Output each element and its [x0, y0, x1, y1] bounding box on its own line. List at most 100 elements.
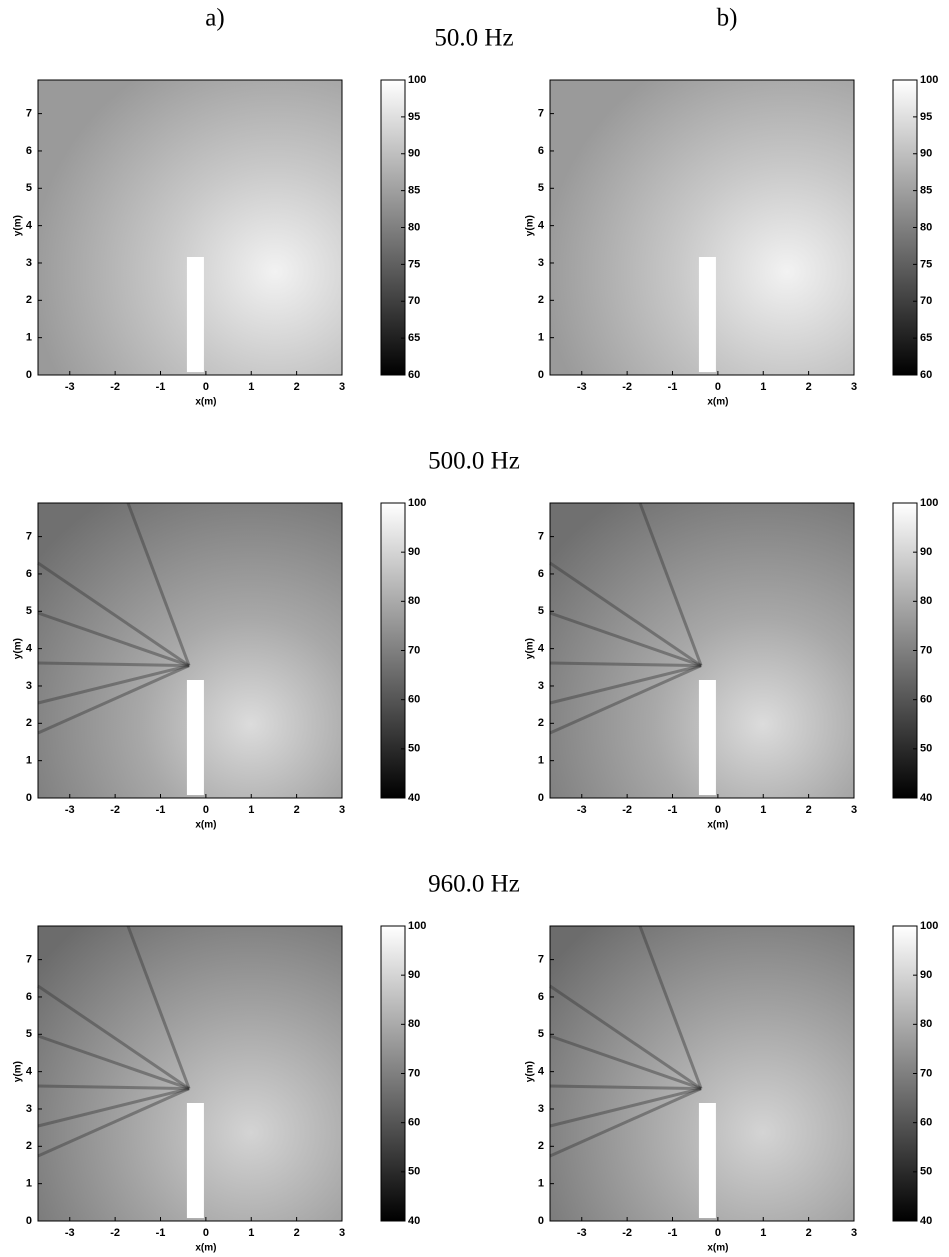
colorbar-tick-label: 60 [408, 1117, 420, 1129]
x-tick-label: 1 [248, 804, 254, 816]
colorbar-tick-label: 90 [408, 148, 420, 160]
x-tick-label: 0 [715, 1227, 721, 1239]
x-tick-label: 0 [203, 1227, 209, 1239]
x-tick-label: -2 [110, 804, 120, 816]
x-tick-label: 2 [806, 1227, 812, 1239]
y-tick-label: 4 [26, 1066, 33, 1078]
y-tick-label: 5 [26, 605, 32, 617]
colorbar-tick-label: 100 [408, 74, 426, 86]
x-tick-label: -3 [577, 804, 587, 816]
barrier [699, 1103, 716, 1218]
x-tick-label: -2 [622, 1227, 632, 1239]
colorbar-tick-label: 100 [920, 74, 938, 86]
x-tick-label: 3 [339, 381, 345, 393]
x-tick-label: -1 [668, 804, 678, 816]
colorbar-tick-label: 80 [920, 1018, 932, 1030]
y-tick-label: 6 [538, 568, 544, 580]
colorbar-tick-label: 50 [408, 743, 420, 755]
x-tick-label: -1 [668, 1227, 678, 1239]
y-axis-label: y(m) [13, 215, 24, 236]
y-tick-label: 2 [538, 1140, 544, 1152]
y-tick-label: 4 [538, 643, 545, 655]
colorbar-tick-label: 80 [408, 221, 420, 233]
y-tick-label: 5 [26, 1028, 32, 1040]
y-tick-label: 7 [26, 954, 32, 966]
y-tick-label: 2 [26, 1140, 32, 1152]
y-tick-label: 4 [538, 1066, 545, 1078]
x-axis-label: x(m) [195, 397, 216, 408]
colorbar-tick-label: 70 [408, 1067, 420, 1079]
colorbar-tick-label: 70 [920, 644, 932, 656]
colorbar-tick-label: 100 [920, 920, 938, 932]
y-tick-label: 1 [538, 755, 544, 767]
barrier [699, 680, 716, 795]
y-axis-label: y(m) [525, 215, 536, 236]
x-tick-label: 2 [294, 381, 300, 393]
y-tick-label: 0 [538, 792, 544, 804]
colorbar-tick-label: 90 [920, 148, 932, 160]
y-tick-label: 3 [26, 257, 32, 269]
y-tick-label: 0 [26, 369, 32, 381]
y-tick-label: 7 [26, 531, 32, 543]
row-title: 500.0 Hz [428, 448, 520, 475]
y-tick-label: 6 [538, 991, 544, 1003]
x-axis-label: x(m) [707, 1243, 728, 1254]
colorbar-tick-label: 60 [920, 369, 932, 381]
colorbar-tick-label: 60 [920, 1117, 932, 1129]
x-tick-label: -2 [622, 804, 632, 816]
colorbar-tick-label: 100 [408, 497, 426, 509]
x-tick-label: -3 [577, 381, 587, 393]
y-tick-label: 3 [538, 680, 544, 692]
x-tick-label: -3 [65, 804, 75, 816]
y-tick-label: 4 [26, 643, 33, 655]
colorbar-tick-label: 50 [920, 1166, 932, 1178]
colorbar-tick-label: 60 [408, 369, 420, 381]
colorbar-tick-label: 95 [408, 111, 420, 123]
barrier [187, 257, 204, 372]
y-tick-label: 1 [26, 755, 32, 767]
colorbar-tick-label: 70 [408, 295, 420, 307]
colorbar-tick-label: 40 [920, 1215, 932, 1227]
y-tick-label: 2 [538, 717, 544, 729]
x-tick-label: -3 [65, 1227, 75, 1239]
x-tick-label: 2 [806, 381, 812, 393]
y-tick-label: 3 [26, 1103, 32, 1115]
x-axis-label: x(m) [195, 1243, 216, 1254]
colorbar-tick-label: 40 [408, 792, 420, 804]
x-axis-label: x(m) [707, 820, 728, 831]
y-tick-label: 4 [538, 220, 545, 232]
colorbar-tick-label: 80 [408, 1018, 420, 1030]
colorbar-tick-label: 100 [920, 497, 938, 509]
colorbar-tick-label: 90 [920, 546, 932, 558]
y-tick-label: 6 [538, 145, 544, 157]
x-tick-label: -1 [156, 381, 166, 393]
row-title: 50.0 Hz [434, 25, 513, 52]
barrier [699, 257, 716, 372]
colorbar-tick-label: 65 [920, 332, 932, 344]
y-tick-label: 2 [26, 717, 32, 729]
y-axis-label: y(m) [13, 638, 24, 659]
y-tick-label: 3 [538, 257, 544, 269]
y-tick-label: 7 [538, 954, 544, 966]
colorbar-tick-label: 65 [408, 332, 420, 344]
colorbar-tick-label: 90 [408, 546, 420, 558]
colorbar-tick-label: 80 [408, 595, 420, 607]
colorbar-tick-label: 90 [408, 969, 420, 981]
y-axis-label: y(m) [525, 1061, 536, 1082]
x-tick-label: 2 [294, 804, 300, 816]
y-tick-label: 0 [538, 369, 544, 381]
x-tick-label: -2 [622, 381, 632, 393]
y-tick-label: 0 [26, 792, 32, 804]
y-tick-label: 1 [538, 332, 544, 344]
x-tick-label: 2 [294, 1227, 300, 1239]
y-tick-label: 6 [26, 145, 32, 157]
x-tick-label: 0 [203, 804, 209, 816]
x-tick-label: 1 [760, 804, 766, 816]
column-label: a) [205, 5, 224, 32]
y-tick-label: 7 [538, 108, 544, 120]
y-tick-label: 3 [538, 1103, 544, 1115]
y-tick-label: 1 [26, 332, 32, 344]
y-tick-label: 5 [538, 605, 544, 617]
y-tick-label: 7 [26, 108, 32, 120]
colorbar-tick-label: 85 [408, 185, 420, 197]
